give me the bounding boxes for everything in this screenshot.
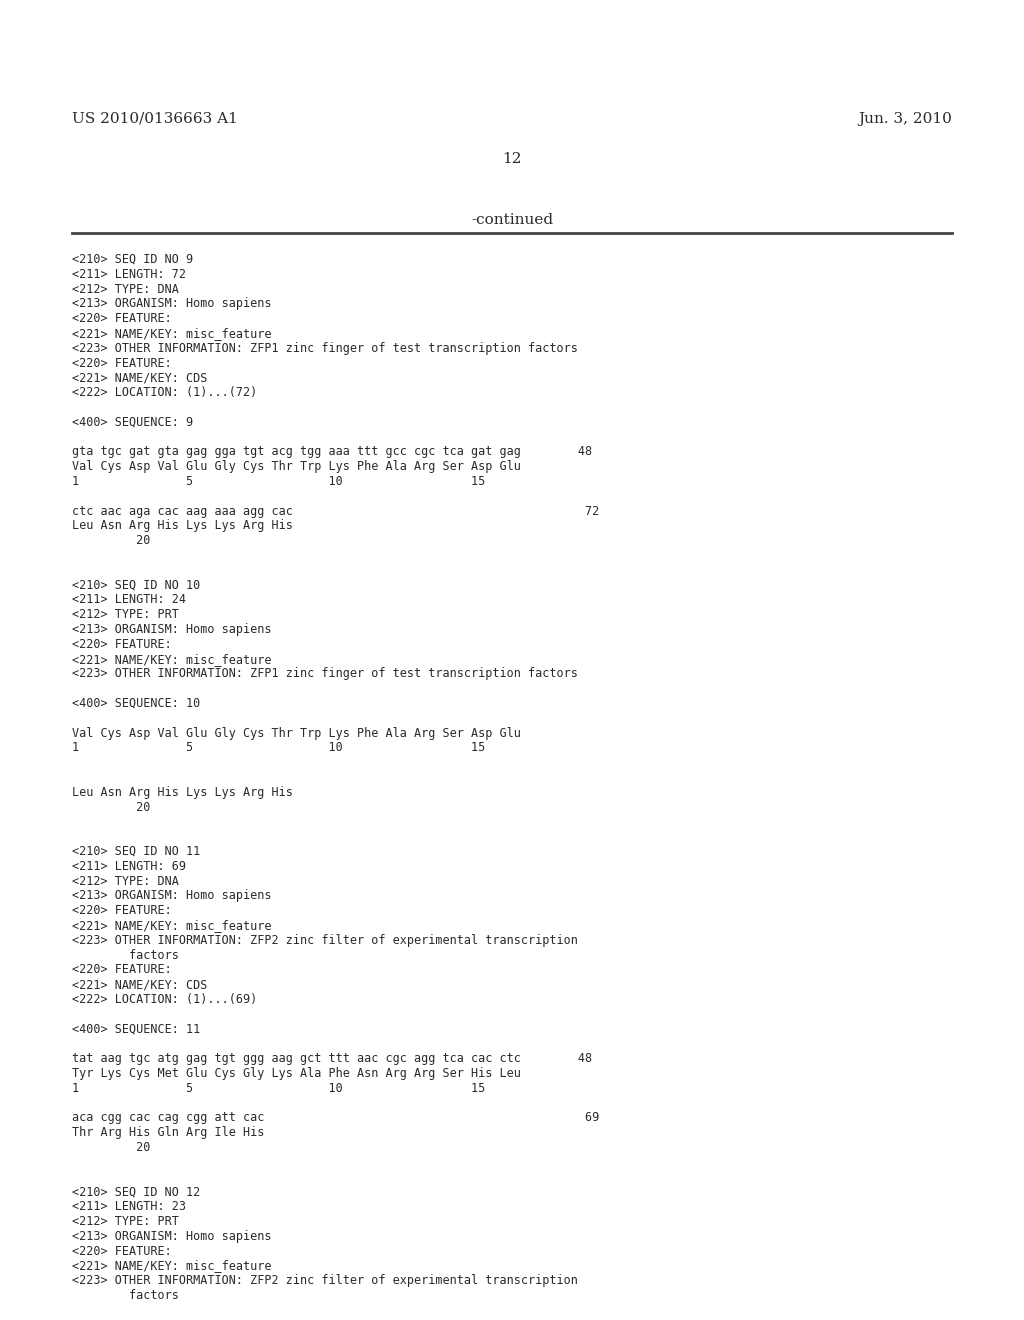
Text: <220> FEATURE:: <220> FEATURE:: [72, 964, 172, 977]
Text: Val Cys Asp Val Glu Gly Cys Thr Trp Lys Phe Ala Arg Ser Asp Glu: Val Cys Asp Val Glu Gly Cys Thr Trp Lys …: [72, 726, 521, 739]
Text: <210> SEQ ID NO 10: <210> SEQ ID NO 10: [72, 578, 201, 591]
Text: <221> NAME/KEY: CDS: <221> NAME/KEY: CDS: [72, 978, 208, 991]
Text: Val Cys Asp Val Glu Gly Cys Thr Trp Lys Phe Ala Arg Ser Asp Glu: Val Cys Asp Val Glu Gly Cys Thr Trp Lys …: [72, 461, 521, 473]
Text: <211> LENGTH: 69: <211> LENGTH: 69: [72, 859, 186, 873]
Text: <221> NAME/KEY: misc_feature: <221> NAME/KEY: misc_feature: [72, 327, 271, 341]
Text: 20: 20: [72, 535, 151, 548]
Text: <212> TYPE: DNA: <212> TYPE: DNA: [72, 282, 179, 296]
Text: <221> NAME/KEY: misc_feature: <221> NAME/KEY: misc_feature: [72, 1259, 271, 1272]
Text: <223> OTHER INFORMATION: ZFP1 zinc finger of test transcription factors: <223> OTHER INFORMATION: ZFP1 zinc finge…: [72, 342, 578, 355]
Text: <212> TYPE: PRT: <212> TYPE: PRT: [72, 1214, 179, 1228]
Text: 1               5                   10                  15: 1 5 10 15: [72, 1082, 485, 1094]
Text: 1               5                   10                  15: 1 5 10 15: [72, 475, 485, 488]
Text: <220> FEATURE:: <220> FEATURE:: [72, 313, 172, 325]
Text: US 2010/0136663 A1: US 2010/0136663 A1: [72, 112, 238, 125]
Text: <210> SEQ ID NO 11: <210> SEQ ID NO 11: [72, 845, 201, 858]
Text: Jun. 3, 2010: Jun. 3, 2010: [858, 112, 952, 125]
Text: <221> NAME/KEY: misc_feature: <221> NAME/KEY: misc_feature: [72, 652, 271, 665]
Text: <210> SEQ ID NO 9: <210> SEQ ID NO 9: [72, 253, 194, 267]
Text: <220> FEATURE:: <220> FEATURE:: [72, 1245, 172, 1258]
Text: <212> TYPE: DNA: <212> TYPE: DNA: [72, 875, 179, 887]
Text: <212> TYPE: PRT: <212> TYPE: PRT: [72, 609, 179, 622]
Text: 12: 12: [502, 152, 522, 166]
Text: <221> NAME/KEY: CDS: <221> NAME/KEY: CDS: [72, 371, 208, 384]
Text: <223> OTHER INFORMATION: ZFP1 zinc finger of test transcription factors: <223> OTHER INFORMATION: ZFP1 zinc finge…: [72, 668, 578, 680]
Text: 1               5                   10                  15: 1 5 10 15: [72, 742, 485, 755]
Text: <220> FEATURE:: <220> FEATURE:: [72, 638, 172, 651]
Text: factors: factors: [72, 1290, 179, 1302]
Text: tat aag tgc atg gag tgt ggg aag gct ttt aac cgc agg tca cac ctc        48: tat aag tgc atg gag tgt ggg aag gct ttt …: [72, 1052, 592, 1065]
Text: gta tgc gat gta gag gga tgt acg tgg aaa ttt gcc cgc tca gat gag        48: gta tgc gat gta gag gga tgt acg tgg aaa …: [72, 445, 592, 458]
Text: <400> SEQUENCE: 11: <400> SEQUENCE: 11: [72, 1023, 201, 1036]
Text: <400> SEQUENCE: 9: <400> SEQUENCE: 9: [72, 416, 194, 429]
Text: <211> LENGTH: 72: <211> LENGTH: 72: [72, 268, 186, 281]
Text: aca cgg cac cag cgg att cac                                             69: aca cgg cac cag cgg att cac 69: [72, 1111, 599, 1125]
Text: <213> ORGANISM: Homo sapiens: <213> ORGANISM: Homo sapiens: [72, 297, 271, 310]
Text: <220> FEATURE:: <220> FEATURE:: [72, 904, 172, 917]
Text: <213> ORGANISM: Homo sapiens: <213> ORGANISM: Homo sapiens: [72, 890, 271, 903]
Text: <222> LOCATION: (1)...(72): <222> LOCATION: (1)...(72): [72, 387, 257, 399]
Text: <213> ORGANISM: Homo sapiens: <213> ORGANISM: Homo sapiens: [72, 623, 271, 636]
Text: Thr Arg His Gln Arg Ile His: Thr Arg His Gln Arg Ile His: [72, 1126, 264, 1139]
Text: <211> LENGTH: 24: <211> LENGTH: 24: [72, 594, 186, 606]
Text: <210> SEQ ID NO 12: <210> SEQ ID NO 12: [72, 1185, 201, 1199]
Text: Tyr Lys Cys Met Glu Cys Gly Lys Ala Phe Asn Arg Arg Ser His Leu: Tyr Lys Cys Met Glu Cys Gly Lys Ala Phe …: [72, 1067, 521, 1080]
Text: <213> ORGANISM: Homo sapiens: <213> ORGANISM: Homo sapiens: [72, 1230, 271, 1243]
Text: Leu Asn Arg His Lys Lys Arg His: Leu Asn Arg His Lys Lys Arg His: [72, 785, 293, 799]
Text: <222> LOCATION: (1)...(69): <222> LOCATION: (1)...(69): [72, 993, 257, 1006]
Text: <400> SEQUENCE: 10: <400> SEQUENCE: 10: [72, 697, 201, 710]
Text: <223> OTHER INFORMATION: ZFP2 zinc filter of experimental transcription: <223> OTHER INFORMATION: ZFP2 zinc filte…: [72, 933, 578, 946]
Text: 20: 20: [72, 1140, 151, 1154]
Text: ctc aac aga cac aag aaa agg cac                                         72: ctc aac aga cac aag aaa agg cac 72: [72, 504, 599, 517]
Text: -continued: -continued: [471, 213, 553, 227]
Text: factors: factors: [72, 949, 179, 961]
Text: <211> LENGTH: 23: <211> LENGTH: 23: [72, 1200, 186, 1213]
Text: Leu Asn Arg His Lys Lys Arg His: Leu Asn Arg His Lys Lys Arg His: [72, 519, 293, 532]
Text: 20: 20: [72, 801, 151, 813]
Text: <221> NAME/KEY: misc_feature: <221> NAME/KEY: misc_feature: [72, 919, 271, 932]
Text: <223> OTHER INFORMATION: ZFP2 zinc filter of experimental transcription: <223> OTHER INFORMATION: ZFP2 zinc filte…: [72, 1274, 578, 1287]
Text: <220> FEATURE:: <220> FEATURE:: [72, 356, 172, 370]
